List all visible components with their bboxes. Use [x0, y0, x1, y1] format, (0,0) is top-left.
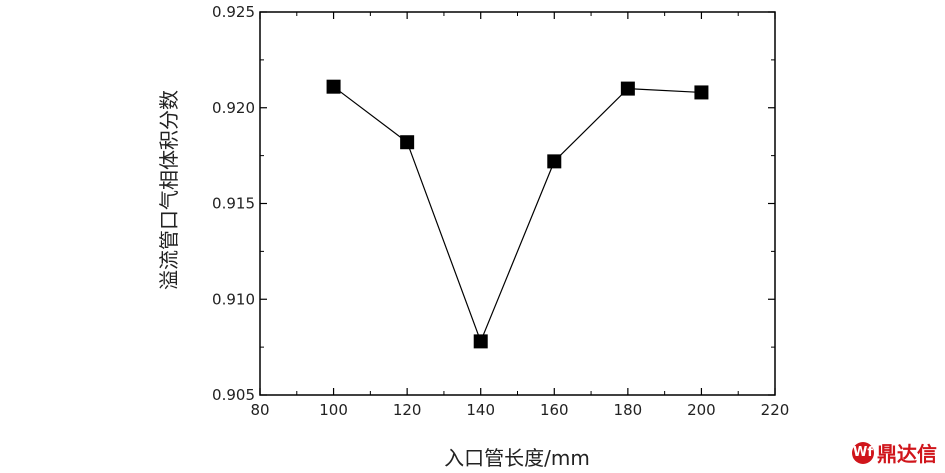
watermark: Wf 鼎达信	[852, 438, 937, 467]
series-lines	[333, 86, 702, 344]
data-point-marker	[473, 334, 488, 349]
x-tick-label: 120	[393, 401, 422, 419]
y-tick-label: 0.920	[212, 99, 255, 117]
watermark-text: 鼎达信	[877, 442, 937, 466]
x-axis-ticks: 80 100 120 140 160 180 200 220	[250, 12, 789, 419]
x-tick-label: 140	[466, 401, 495, 419]
x-axis-title: 入口管长度/mm	[444, 446, 590, 470]
x-tick-label: 180	[614, 401, 643, 419]
data-point-marker	[547, 154, 562, 169]
y-tick-label: 0.925	[212, 3, 255, 21]
data-point-marker	[620, 81, 635, 96]
plot-frame	[259, 11, 776, 396]
x-tick-label: 220	[761, 401, 790, 419]
x-tick-label: 100	[319, 401, 348, 419]
y-tick-label: 0.905	[212, 386, 255, 404]
y-tick-label: 0.915	[212, 195, 255, 213]
dingdaxin-logo-icon: Wf	[852, 441, 874, 464]
series-markers	[326, 79, 709, 349]
y-axis-ticks: 0.905 0.910 0.915 0.920 0.925	[212, 3, 775, 404]
series-line	[333, 86, 702, 344]
data-point-marker	[400, 135, 415, 150]
x-tick-label: 160	[540, 401, 569, 419]
data-point-marker	[326, 79, 341, 94]
y-axis-title: 溢流管口气相体积分数	[157, 90, 181, 290]
x-tick-label: 80	[250, 401, 269, 419]
data-point-marker	[694, 85, 709, 100]
y-tick-label: 0.910	[212, 290, 255, 308]
x-tick-label: 200	[687, 401, 716, 419]
